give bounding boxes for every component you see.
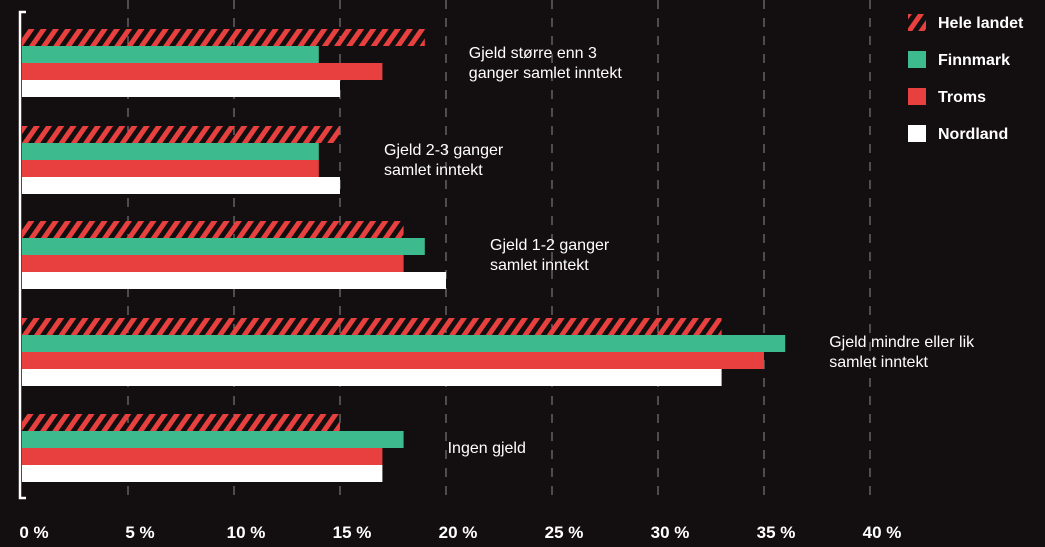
bar-finnmark-2	[22, 238, 425, 255]
category-label-0: Gjeld større enn 3 ganger samlet inntekt	[469, 45, 623, 82]
legend-swatch-nordland	[908, 125, 926, 142]
category-label-line: Gjeld mindre eller lik	[829, 334, 975, 351]
x-tick-label-35: 35 %	[757, 523, 796, 542]
category-label-line: Ingen gjeld	[448, 440, 526, 457]
bar-troms-1	[22, 160, 319, 177]
category-label-4: Ingen gjeld	[448, 440, 526, 457]
x-axis-tick-labels: 0 % 5 % 10 % 15 % 20 % 25 % 30 % 35 % 40 %	[19, 523, 901, 542]
category-label-line: Gjeld større enn 3	[469, 45, 597, 62]
legend-label-hele-landet: Hele landet	[938, 15, 1024, 32]
category-label-line: samlet inntekt	[490, 257, 589, 274]
bar-troms-0	[22, 63, 383, 80]
x-tick-label-40: 40 %	[863, 523, 902, 542]
category-label-3: Gjeld mindre eller lik samlet inntekt	[829, 334, 975, 371]
legend-label-finnmark: Finnmark	[938, 52, 1010, 69]
category-label-1: Gjeld 2-3 ganger samlet inntekt	[384, 142, 504, 179]
y-axis-bracket	[18, 10, 26, 500]
legend: Hele landet Finnmark Troms Nordland	[908, 14, 1024, 143]
category-label-line: ganger samlet inntekt	[469, 65, 623, 82]
category-label-line: Gjeld 1-2 ganger	[490, 237, 610, 254]
bar-hele-landet-1	[22, 126, 340, 143]
category-label-line: samlet inntekt	[829, 354, 928, 371]
category-labels: Gjeld større enn 3 ganger samlet inntektG…	[384, 45, 975, 457]
legend-swatch-finnmark	[908, 51, 926, 68]
x-tick-label-5: 5 %	[125, 523, 154, 542]
x-tick-label-20: 20 %	[439, 523, 478, 542]
axis-bracket	[18, 10, 26, 500]
x-tick-label-15: 15 %	[333, 523, 372, 542]
bar-hele-landet-3	[22, 318, 722, 335]
x-tick-label-30: 30 %	[651, 523, 690, 542]
bar-finnmark-0	[22, 46, 319, 63]
bar-hele-landet-2	[22, 221, 404, 238]
legend-label-troms: Troms	[938, 89, 986, 106]
x-tick-label-10: 10 %	[227, 523, 266, 542]
category-label-line: samlet inntekt	[384, 162, 483, 179]
legend-swatch-hele-landet	[908, 14, 926, 31]
bar-finnmark-3	[22, 335, 786, 352]
category-label-2: Gjeld 1-2 ganger samlet inntekt	[490, 237, 610, 274]
bar-nordland-2	[22, 272, 446, 289]
legend-swatch-troms	[908, 88, 926, 105]
x-tick-label-0: 0 %	[19, 523, 48, 542]
bar-nordland-1	[22, 177, 340, 194]
x-tick-label-25: 25 %	[545, 523, 584, 542]
bar-finnmark-4	[22, 431, 404, 448]
bar-nordland-0	[22, 80, 340, 97]
bar-hele-landet-0	[22, 29, 425, 46]
bar-finnmark-1	[22, 143, 319, 160]
bar-troms-4	[22, 448, 383, 465]
bar-troms-3	[22, 352, 764, 369]
bar-troms-2	[22, 255, 404, 272]
bars	[22, 29, 786, 482]
bar-nordland-4	[22, 465, 383, 482]
bar-hele-landet-4	[22, 414, 340, 431]
legend-label-nordland: Nordland	[938, 126, 1008, 143]
bar-nordland-3	[22, 369, 722, 386]
category-label-line: Gjeld 2-3 ganger	[384, 142, 504, 159]
